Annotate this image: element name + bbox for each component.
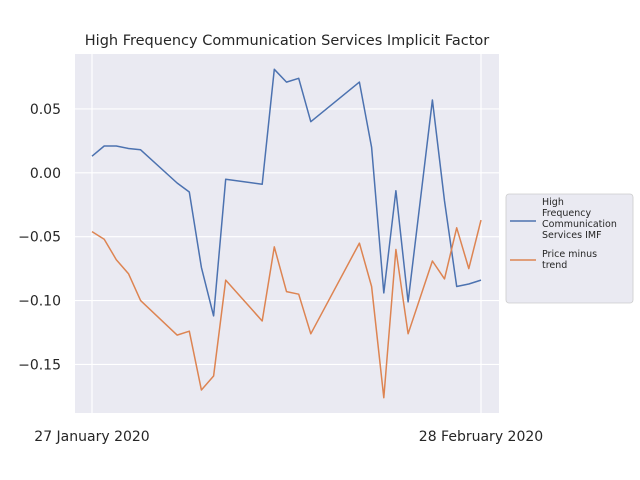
- series-line-1: [91, 68, 482, 317]
- series-lines: [91, 68, 482, 399]
- legend-label-1: High Frequency Communication Services IMF: [542, 197, 617, 241]
- y-tick-label: 0.05: [30, 102, 61, 118]
- y-tick-label: 0.00: [30, 166, 61, 182]
- series-line-2: [91, 219, 482, 399]
- plot-background: [75, 54, 499, 413]
- chart-title: High Frequency Communication Services Im…: [85, 33, 489, 49]
- grid: [75, 54, 499, 413]
- y-tick-label: −0.05: [18, 230, 61, 246]
- legend-box: [505, 193, 634, 304]
- y-tick-label: −0.15: [18, 357, 61, 373]
- legend-label-2: Price minus trend: [542, 249, 597, 271]
- legend: High Frequency Communication Services IMF Pr…: [505, 193, 634, 304]
- x-tick-label: 27 January 2020: [34, 429, 149, 445]
- y-tick-label: −0.10: [18, 294, 61, 310]
- x-tick-label: 28 February 2020: [419, 429, 543, 445]
- y-axis-ticks: 0.05 0.00 −0.05 −0.10 −0.15: [18, 102, 61, 374]
- x-axis-ticks: 27 January 2020 28 February 2020: [34, 429, 543, 445]
